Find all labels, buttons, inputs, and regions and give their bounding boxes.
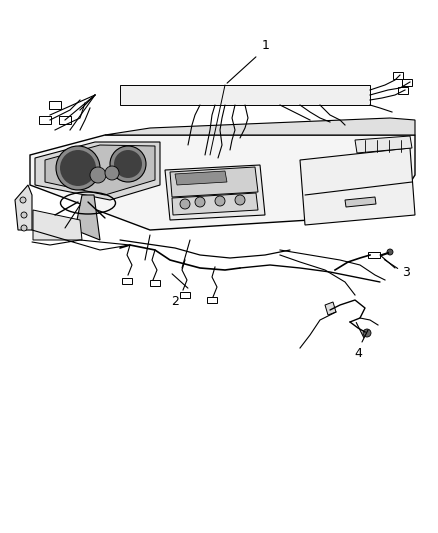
Polygon shape xyxy=(35,142,160,200)
FancyBboxPatch shape xyxy=(49,101,61,109)
Circle shape xyxy=(21,225,27,231)
Text: 3: 3 xyxy=(402,265,410,279)
Text: 4: 4 xyxy=(354,347,362,360)
Polygon shape xyxy=(175,171,227,185)
Polygon shape xyxy=(325,302,336,315)
Circle shape xyxy=(90,167,106,183)
Circle shape xyxy=(60,150,96,186)
Polygon shape xyxy=(190,130,240,155)
Polygon shape xyxy=(33,210,82,240)
Circle shape xyxy=(188,156,196,164)
Polygon shape xyxy=(75,195,100,240)
FancyBboxPatch shape xyxy=(180,292,190,298)
FancyBboxPatch shape xyxy=(122,278,132,284)
Circle shape xyxy=(387,249,393,255)
Circle shape xyxy=(226,153,234,161)
FancyBboxPatch shape xyxy=(59,116,71,124)
Polygon shape xyxy=(15,185,32,230)
Text: 1: 1 xyxy=(262,39,270,52)
FancyBboxPatch shape xyxy=(368,252,380,258)
Circle shape xyxy=(180,199,190,209)
Polygon shape xyxy=(355,136,412,153)
FancyBboxPatch shape xyxy=(393,72,403,79)
Circle shape xyxy=(105,166,119,180)
Circle shape xyxy=(110,146,146,182)
FancyBboxPatch shape xyxy=(39,116,51,124)
Polygon shape xyxy=(165,165,265,220)
Polygon shape xyxy=(300,148,415,225)
Circle shape xyxy=(201,159,209,167)
Circle shape xyxy=(114,150,142,178)
Circle shape xyxy=(21,212,27,218)
Polygon shape xyxy=(345,197,376,207)
Polygon shape xyxy=(172,193,258,215)
FancyBboxPatch shape xyxy=(402,79,412,86)
Circle shape xyxy=(363,329,371,337)
Polygon shape xyxy=(170,167,258,197)
Circle shape xyxy=(214,156,222,164)
Polygon shape xyxy=(105,118,415,135)
Circle shape xyxy=(215,196,225,206)
Polygon shape xyxy=(30,135,415,230)
Polygon shape xyxy=(45,145,155,195)
FancyBboxPatch shape xyxy=(398,87,408,94)
Circle shape xyxy=(20,197,26,203)
Circle shape xyxy=(195,197,205,207)
Circle shape xyxy=(56,146,100,190)
Text: 2: 2 xyxy=(171,295,179,308)
Circle shape xyxy=(235,195,245,205)
FancyBboxPatch shape xyxy=(207,297,217,303)
FancyBboxPatch shape xyxy=(150,280,160,286)
Polygon shape xyxy=(120,85,370,105)
